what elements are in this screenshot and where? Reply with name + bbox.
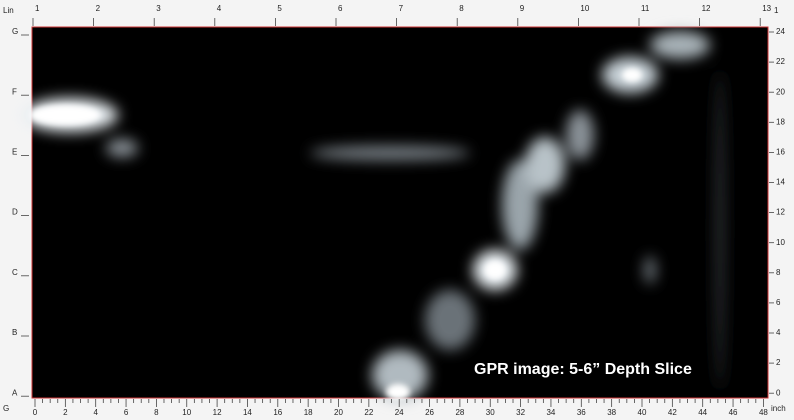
bottom-ruler-label: 8 — [154, 408, 159, 417]
top-ruler-label: 4 — [217, 4, 222, 13]
ruler-corner: Lin — [3, 6, 14, 15]
right-ruler-label: 22 — [776, 57, 785, 66]
top-ruler-label: 6 — [338, 4, 343, 13]
bottom-ruler-label: 28 — [455, 408, 464, 417]
right-ruler-label: 0 — [776, 388, 781, 397]
bottom-ruler-label: 44 — [698, 408, 707, 417]
bottom-ruler-label: 2 — [63, 408, 68, 417]
top-ruler-label: 1 — [35, 4, 40, 13]
bottom-ruler-label: 40 — [638, 408, 647, 417]
right-ruler-label: 6 — [776, 298, 781, 307]
right-ruler-label: 4 — [776, 328, 781, 337]
bottom-ruler-label: 38 — [607, 408, 616, 417]
right-ruler-label: 8 — [776, 268, 781, 277]
unit-label: inch — [771, 404, 786, 413]
right-ruler-label: 12 — [776, 208, 785, 217]
caption: GPR image: 5-6” Depth Slice — [474, 361, 692, 378]
left-ruler-label: C — [12, 268, 18, 277]
right-ruler-label: 16 — [776, 148, 785, 157]
top-ruler-label: 2 — [96, 4, 101, 13]
left-ruler-label: B — [12, 328, 17, 337]
left-ruler-label: G — [12, 27, 18, 36]
bottom-ruler-label: 34 — [546, 408, 555, 417]
bottom-ruler-label: 10 — [182, 408, 191, 417]
bottom-ruler-label: 24 — [395, 408, 404, 417]
bottom-ruler-label: 18 — [304, 408, 313, 417]
bottom-ruler-label: 22 — [364, 408, 373, 417]
right-ruler-label: 20 — [776, 87, 785, 96]
bottom-ruler-label: 32 — [516, 408, 525, 417]
top-ruler-label: 10 — [580, 4, 589, 13]
left-ruler-label: D — [12, 208, 18, 217]
bottom-ruler-label: 30 — [486, 408, 495, 417]
top-ruler-label: 8 — [459, 4, 464, 13]
ruler-corner: G — [3, 404, 9, 413]
gpr-viewer: GPR image: 5-6” Depth Slice Lin 1 G inch… — [0, 0, 794, 420]
left-ruler-label: F — [12, 87, 17, 96]
bottom-ruler-label: 46 — [729, 408, 738, 417]
bottom-ruler-label: 14 — [243, 408, 252, 417]
right-ruler-label: 10 — [776, 238, 785, 247]
left-ruler-label: A — [12, 388, 18, 397]
bottom-ruler-label: 12 — [213, 408, 222, 417]
bottom-ruler-label: 36 — [577, 408, 586, 417]
bottom-ruler-label: 4 — [93, 408, 98, 417]
top-ruler-label: 7 — [399, 4, 404, 13]
bottom-ruler-label: 26 — [425, 408, 434, 417]
ruler-corner: 1 — [774, 6, 779, 15]
bottom-ruler-label: 6 — [124, 408, 129, 417]
gpr-image — [32, 27, 768, 398]
top-ruler-label: 9 — [520, 4, 525, 13]
bottom-ruler-label: 0 — [33, 408, 38, 417]
top-ruler-label: 13 — [762, 4, 771, 13]
top-ruler-label: 11 — [641, 4, 650, 13]
bottom-ruler-label: 42 — [668, 408, 677, 417]
bottom-ruler-label: 20 — [334, 408, 343, 417]
bottom-ruler-label: 48 — [759, 408, 768, 417]
right-ruler-label: 24 — [776, 27, 785, 36]
right-ruler-label: 14 — [776, 178, 785, 187]
right-ruler-label: 2 — [776, 358, 781, 367]
bottom-ruler-label: 16 — [273, 408, 282, 417]
top-ruler-label: 3 — [156, 4, 161, 13]
top-ruler-label: 5 — [277, 4, 282, 13]
left-ruler-label: E — [12, 148, 17, 157]
top-ruler-label: 12 — [702, 4, 711, 13]
right-ruler-label: 18 — [776, 117, 785, 126]
